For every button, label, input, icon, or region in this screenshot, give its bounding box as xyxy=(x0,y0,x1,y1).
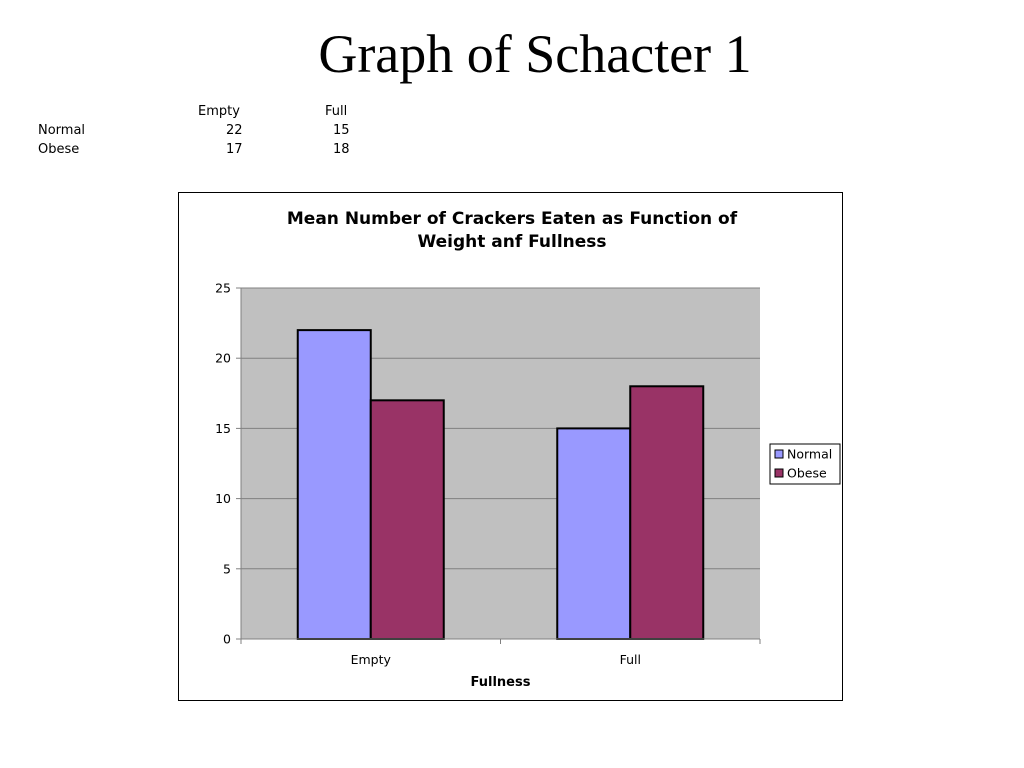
axes: 0 5 10 15 20 25 Empty Full xyxy=(215,281,761,667)
legend-label-normal: Normal xyxy=(787,447,832,462)
table-row-label-normal: Normal xyxy=(38,123,86,138)
table-cell-obese-empty: 17 xyxy=(226,142,243,157)
bar-obese-full xyxy=(629,385,705,640)
y-tick-label: 25 xyxy=(215,281,231,296)
table-cell-normal-empty: 22 xyxy=(226,123,243,138)
table-row-label-obese: Obese xyxy=(38,142,80,157)
table-header-full: Full xyxy=(325,104,348,119)
legend-swatch-normal xyxy=(774,449,784,459)
bar-normal-empty xyxy=(296,329,372,640)
x-tick-label: Full xyxy=(620,652,641,667)
legend: Normal Obese xyxy=(769,443,841,485)
bar-chart: Mean Number of Crackers Eaten as Functio… xyxy=(215,209,841,690)
bars xyxy=(296,329,705,640)
y-tick-label: 15 xyxy=(215,421,231,436)
chart-title-line-2: Weight anf Fullness xyxy=(417,232,606,252)
table-header-empty: Empty xyxy=(198,104,240,119)
bar-obese-empty xyxy=(369,399,445,640)
page-title: Graph of Schacter 1 xyxy=(318,24,752,84)
y-tick-label: 10 xyxy=(215,491,231,506)
y-tick-label: 0 xyxy=(223,632,231,647)
chart-title-line-1: Mean Number of Crackers Eaten as Functio… xyxy=(287,209,738,229)
legend-swatch-obese xyxy=(774,468,784,478)
bar-normal-full xyxy=(556,427,632,640)
table-cell-normal-full: 15 xyxy=(333,123,350,138)
chart-frame: Mean Number of Crackers Eaten as Functio… xyxy=(178,192,843,701)
x-axis-title: Fullness xyxy=(471,675,531,690)
y-tick-label: 20 xyxy=(215,351,231,366)
table-cell-obese-full: 18 xyxy=(333,142,350,157)
y-tick-label: 5 xyxy=(223,561,231,576)
legend-label-obese: Obese xyxy=(787,466,827,481)
x-tick-label: Empty xyxy=(351,652,392,667)
